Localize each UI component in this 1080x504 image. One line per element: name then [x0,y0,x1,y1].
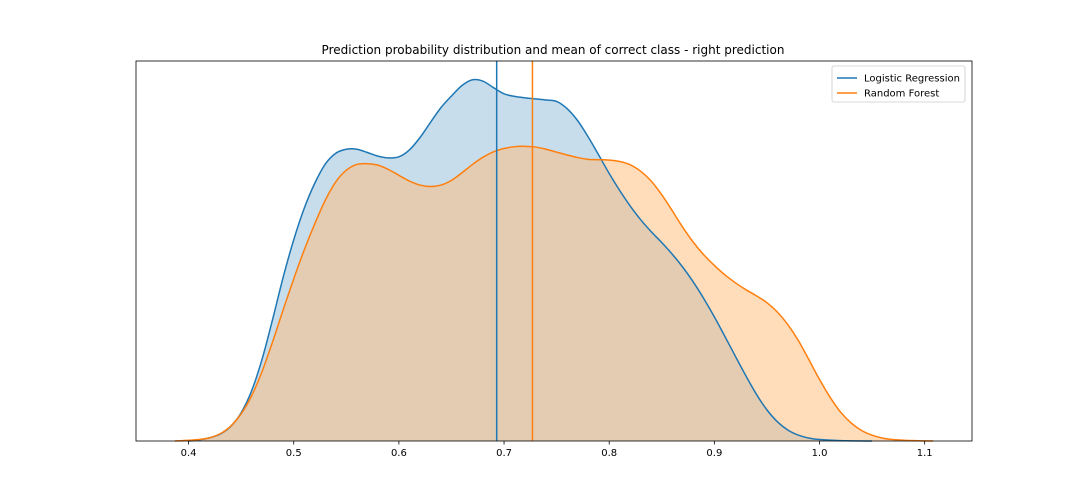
density-lines [174,78,934,442]
density-line-random-forest [174,145,934,442]
legend-box [831,65,966,103]
legend-label-logistic-regression: Logistic Regression [864,74,960,85]
x-tick-label: 0.5 [286,448,302,459]
x-tick-label: 0.7 [496,448,512,459]
x-tick-label: 1.1 [917,448,933,459]
legend-label-random-forest: Random Forest [864,89,939,100]
mean-lines [495,61,534,441]
axes-frame [135,60,973,442]
density-fill-random-forest [174,146,934,441]
chart-title: Prediction probability distribution and … [322,43,785,57]
x-tick-label: 0.9 [706,448,722,459]
plot-area: 0.4 0.5 0.6 0.7 0.8 0.9 1.0 1.1 [135,60,973,459]
legend: Logistic Regression Random Forest [831,65,966,103]
density-fills [174,79,934,442]
x-tick-label: 0.6 [391,448,407,459]
density-line-logistic-regression [188,78,873,442]
x-axis-ticks: 0.4 0.5 0.6 0.7 0.8 0.9 1.0 1.1 [181,441,933,459]
x-tick-label: 0.4 [181,448,197,459]
x-tick-label: 0.8 [601,448,617,459]
x-tick-label: 1.0 [812,448,828,459]
